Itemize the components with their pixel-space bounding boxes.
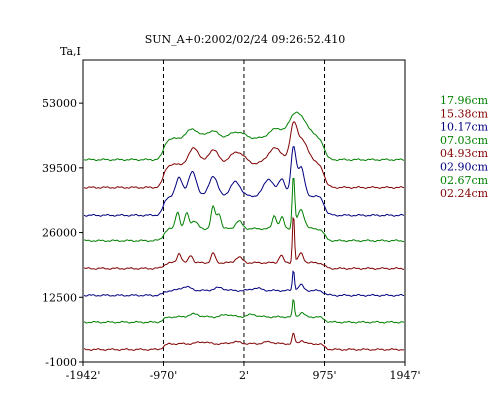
y-tick-label: 53000 xyxy=(42,97,77,110)
x-tick-label: -1942' xyxy=(66,369,101,382)
series-line-02.90cm xyxy=(83,270,405,297)
legend-entry: 02.67cm xyxy=(440,174,489,187)
x-axis-ticks: -1942' -970' 2' 975' 1947' xyxy=(66,362,421,382)
series-lines xyxy=(83,111,405,352)
legend-entry: 07.03cm xyxy=(440,134,489,147)
x-tick-label: 1947' xyxy=(389,369,420,382)
x-tick-label: -970' xyxy=(150,369,178,382)
legend-entry: 15.38cm xyxy=(440,107,489,120)
legend-entry: 04.93cm xyxy=(440,147,489,160)
series-line-02.24cm xyxy=(83,332,405,352)
series-line-15.38cm xyxy=(83,120,405,190)
x-tick-label: 975' xyxy=(313,369,337,382)
series-line-07.03cm xyxy=(84,178,405,243)
legend-entry: 10.17cm xyxy=(440,121,489,134)
y-tick-label: -1000 xyxy=(45,356,77,369)
y-tick-label: 12500 xyxy=(42,291,77,304)
series-line-02.67cm xyxy=(83,298,405,324)
legend-entry: 02.24cm xyxy=(440,187,489,200)
chart-title: SUN_A+0:2002/02/24 09:26:52.410 xyxy=(145,33,346,46)
legend-entry: 17.96cm xyxy=(440,94,489,107)
y-axis-label: Ta,I xyxy=(60,45,81,58)
series-line-17.96cm xyxy=(84,111,405,162)
series-line-10.17cm xyxy=(83,145,405,217)
y-axis-ticks: 53000 39500 26000 12500 -1000 xyxy=(42,97,83,369)
y-tick-label: 39500 xyxy=(42,162,77,175)
legend: 17.96cm15.38cm10.17cm07.03cm04.93cm02.90… xyxy=(440,94,489,200)
legend-entry: 02.90cm xyxy=(440,161,489,174)
series-line-04.93cm xyxy=(84,216,404,271)
y-tick-label: 26000 xyxy=(42,227,77,240)
dashed-reference-lines xyxy=(162,60,326,362)
x-tick-label: 2' xyxy=(239,369,249,382)
